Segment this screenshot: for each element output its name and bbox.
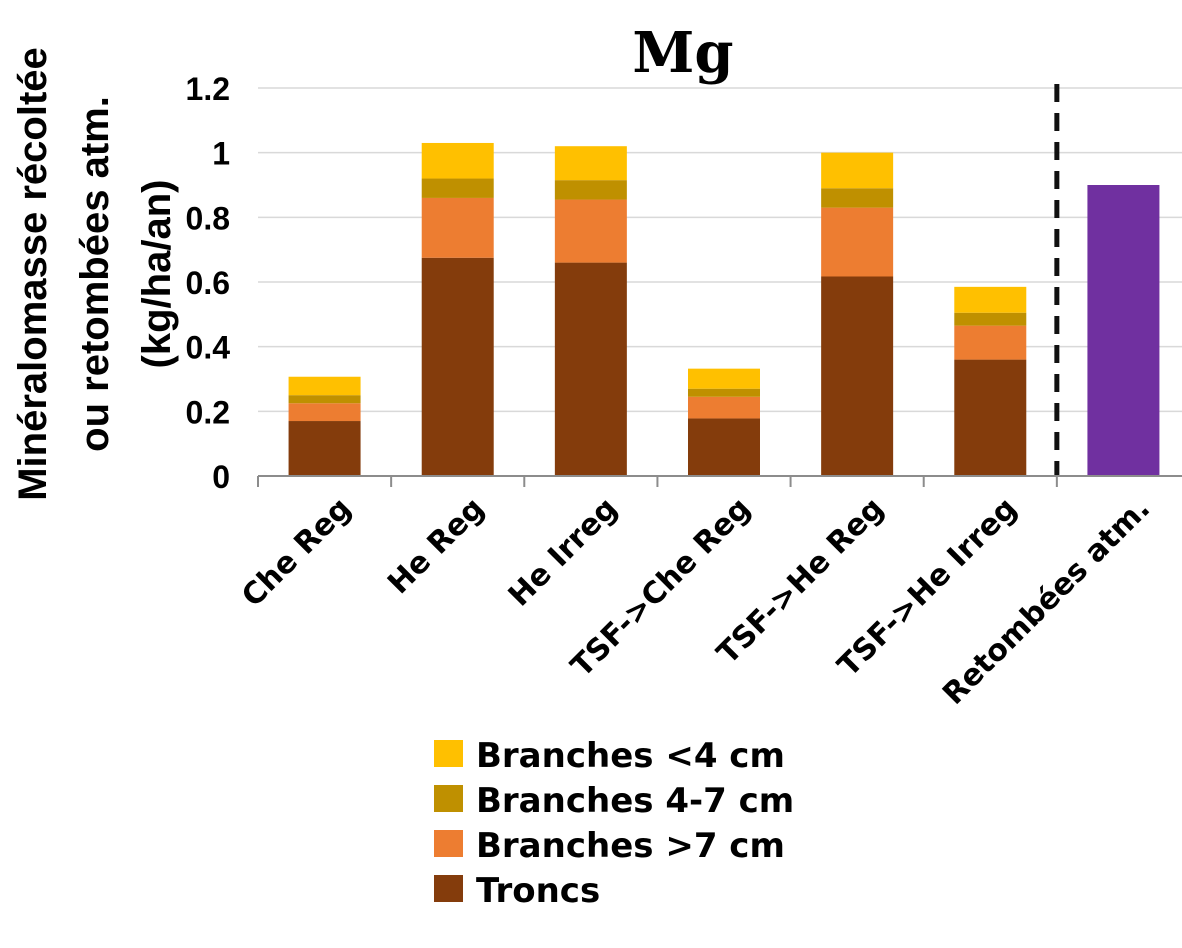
y-tick-label: 0.8	[186, 200, 230, 236]
legend-label: Branches >7 cm	[476, 826, 785, 866]
y-tick-label: 1	[212, 136, 230, 172]
bar-segment	[421, 142, 494, 179]
gridlines	[258, 87, 1182, 413]
legend-label: Branches <4 cm	[476, 736, 785, 776]
bar-segment	[688, 396, 760, 419]
y-axis-label: Minéralomasse récoltée ou retombées atm.…	[11, 47, 179, 501]
y-tick-labels: 0 0.2 0.4 0.6 0.8 1 1.2	[186, 71, 231, 495]
legend-label: Branches 4-7 cm	[476, 781, 794, 821]
bar-segment	[554, 146, 627, 181]
y-tick-label: 0.6	[186, 265, 230, 301]
legend-swatch	[434, 830, 463, 857]
y-tick-label: 1.2	[186, 71, 230, 107]
bar-segment	[288, 403, 361, 422]
bar-segment	[821, 276, 894, 476]
legend-swatch	[434, 740, 463, 767]
bar-segment	[954, 312, 1027, 326]
legend-swatch	[434, 875, 463, 902]
category-label: He Reg	[381, 491, 491, 601]
chart-title: Mg	[632, 20, 733, 86]
y-axis-label-line-1: Minéralomasse récoltée	[11, 47, 55, 501]
bar-segment	[288, 395, 361, 404]
bar-segment	[954, 286, 1027, 313]
bar-segment	[288, 421, 361, 476]
bar-segment	[821, 152, 894, 189]
bar-segment	[954, 359, 1027, 476]
legend-swatch	[434, 785, 463, 812]
bar-segment	[821, 188, 894, 208]
bar-segment	[554, 180, 627, 200]
bar-segment	[688, 388, 760, 397]
bar-segment	[1087, 185, 1160, 476]
bar-segment	[954, 325, 1027, 360]
category-label: Che Reg	[235, 491, 358, 614]
x-axis	[257, 475, 1182, 487]
y-axis-label-line-3: (kg/ha/an)	[135, 180, 179, 369]
bar-segment	[554, 262, 627, 476]
legend: Branches <4 cm Branches 4-7 cm Branches >7…	[434, 736, 794, 911]
y-tick-label: 0	[212, 459, 230, 495]
bar-segment	[288, 376, 361, 396]
bars	[288, 84, 1160, 476]
y-tick-label: 0.2	[186, 394, 230, 430]
legend-label: Troncs	[476, 871, 600, 911]
bar-segment	[688, 368, 760, 389]
bar-segment	[554, 199, 627, 263]
category-label: He Irreg	[502, 491, 625, 614]
bar-segment	[421, 257, 494, 476]
bar-segment	[688, 418, 760, 476]
bar-segment	[421, 178, 494, 198]
bar-segment	[421, 197, 494, 258]
bar-segment	[821, 207, 894, 277]
y-tick-label: 0.4	[186, 330, 231, 366]
y-axis-label-line-2: ou retombées atm.	[73, 96, 117, 452]
